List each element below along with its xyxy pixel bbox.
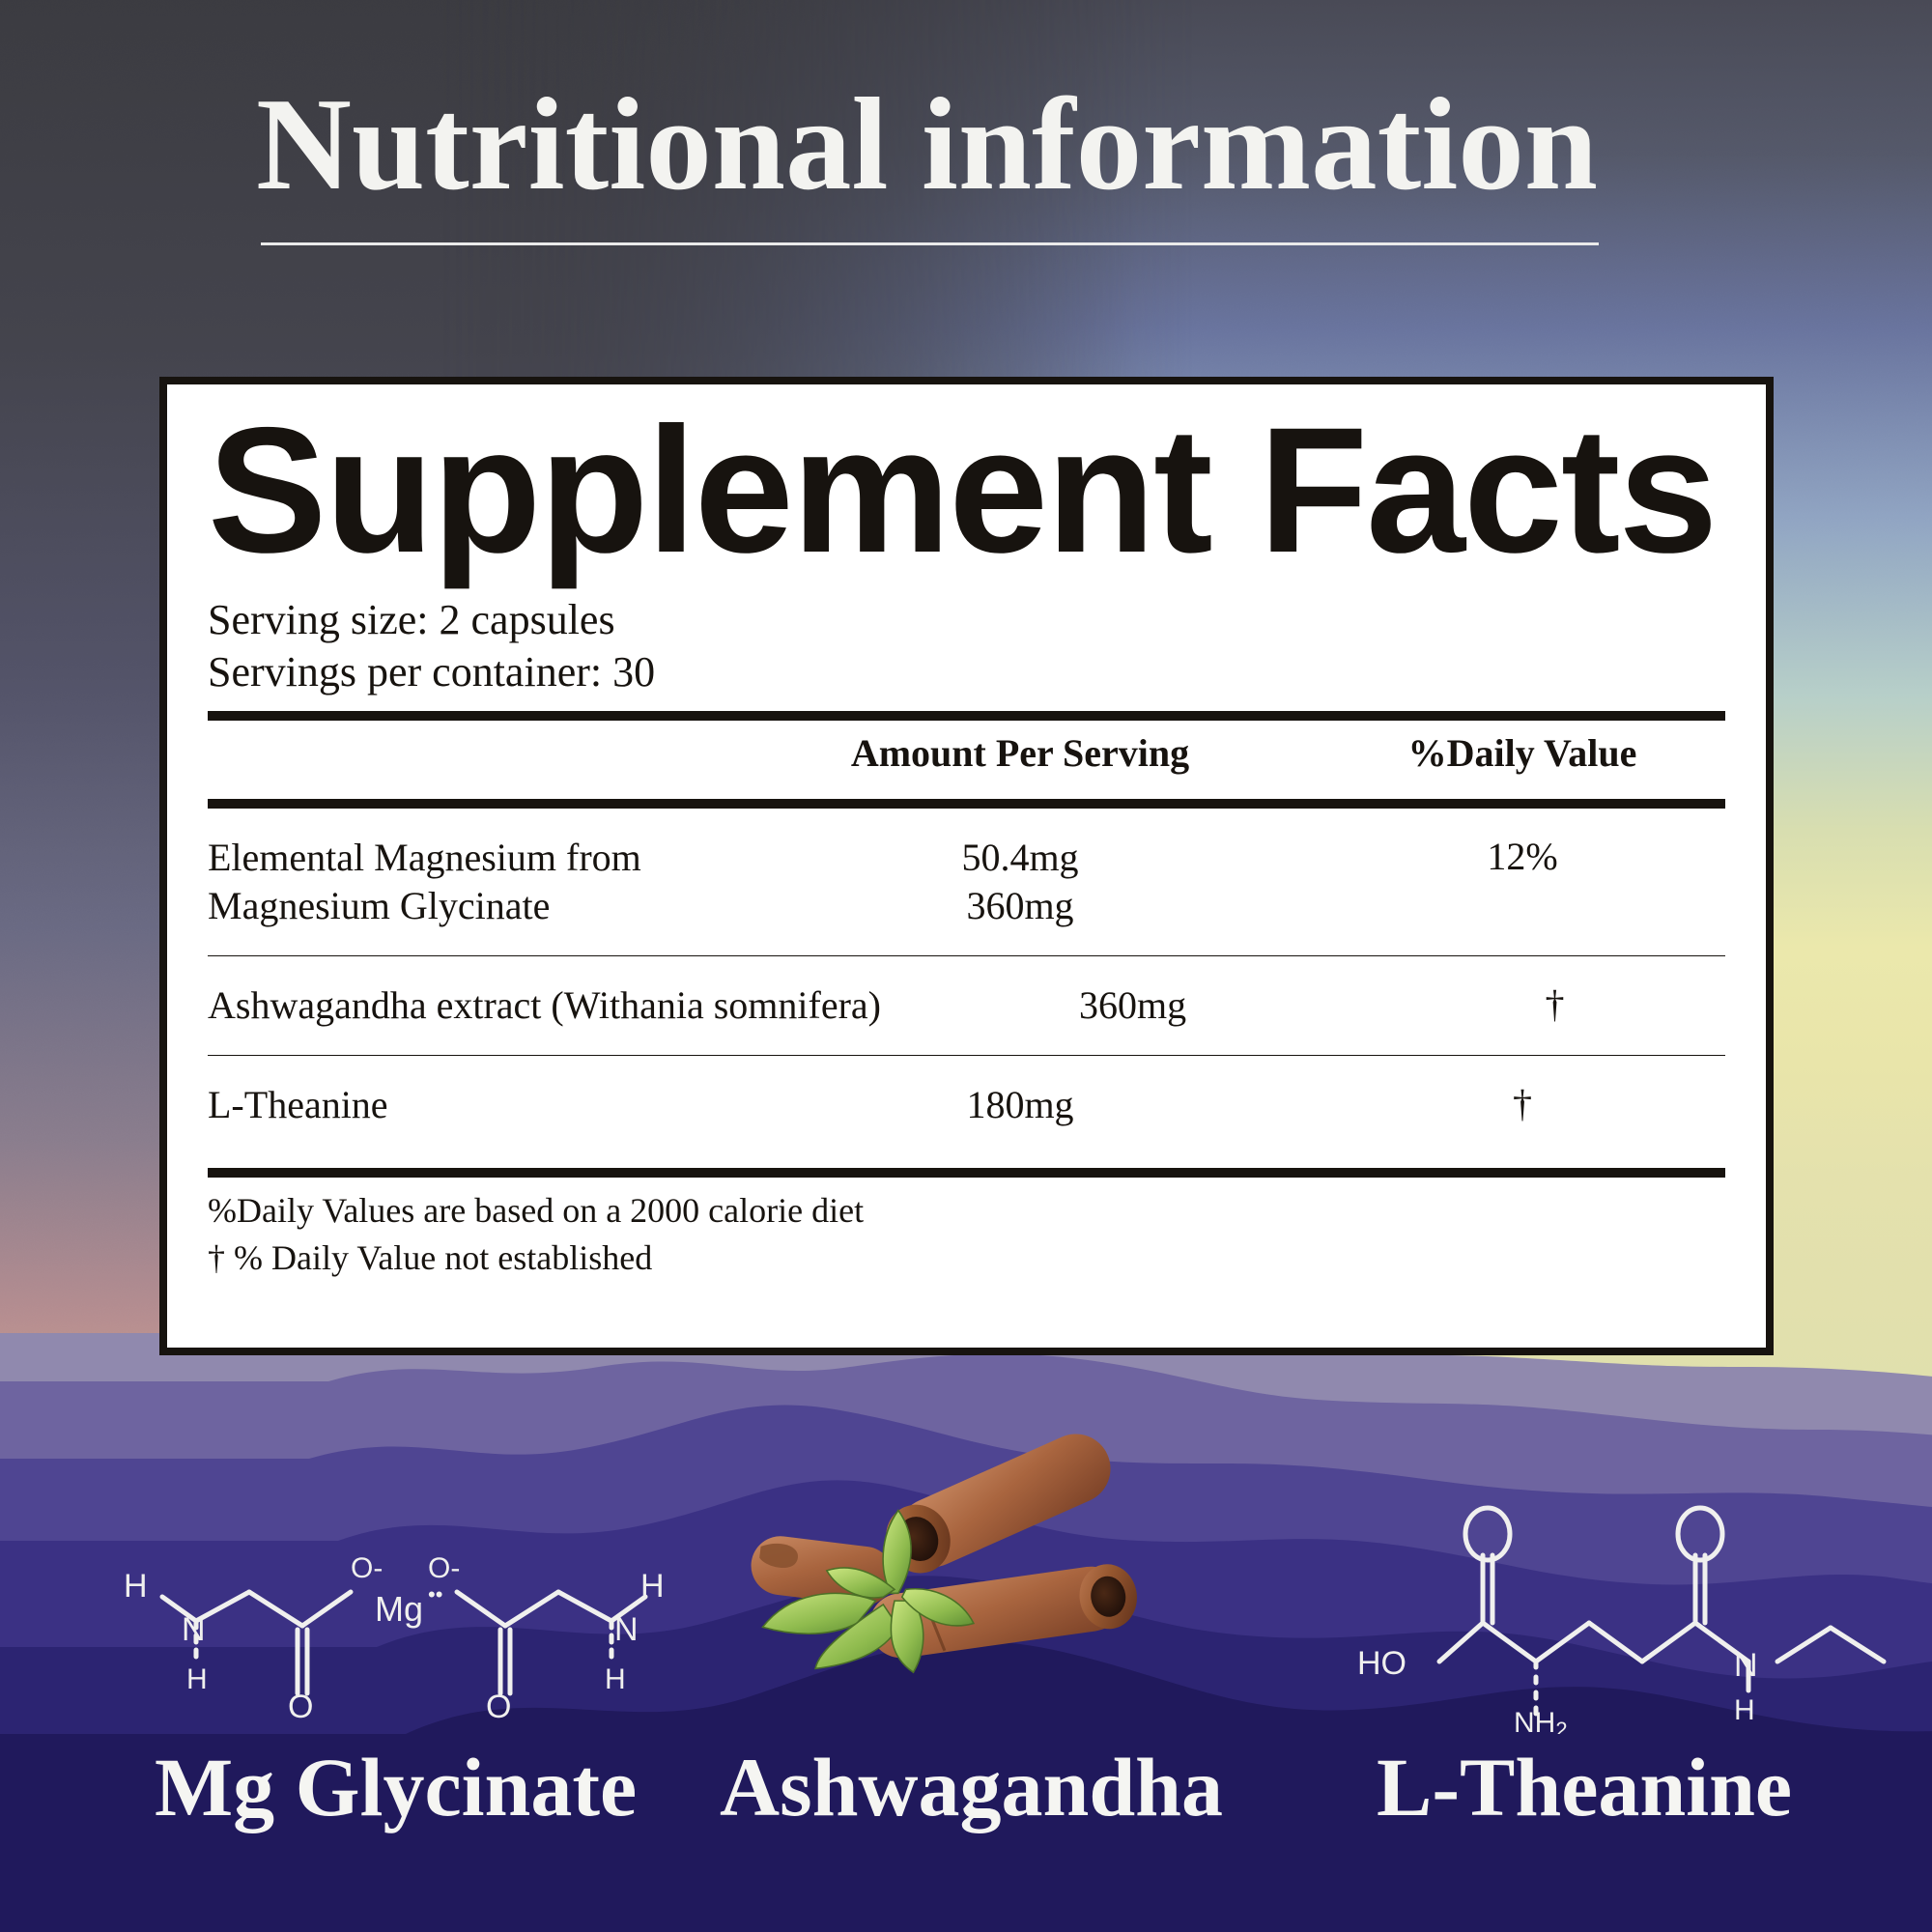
svg-text:O: O [486,1689,511,1725]
svg-text:H: H [186,1663,208,1695]
svg-text:N: N [614,1611,639,1648]
svg-text:NH2: NH2 [1514,1707,1568,1734]
svg-text:O: O [288,1689,313,1725]
svg-text:N: N [182,1611,206,1648]
svg-text:O-: O- [351,1552,383,1584]
svg-text:HO: HO [1357,1645,1406,1682]
svg-text:H: H [1734,1694,1755,1726]
svg-text:O-: O- [428,1552,460,1584]
svg-text:H: H [605,1663,626,1695]
svg-text:H: H [640,1568,665,1605]
svg-text:N: N [1734,1647,1758,1684]
svg-text:H: H [124,1568,148,1605]
svg-text:••: •• [428,1582,442,1606]
svg-text:Mg: Mg [375,1589,423,1629]
